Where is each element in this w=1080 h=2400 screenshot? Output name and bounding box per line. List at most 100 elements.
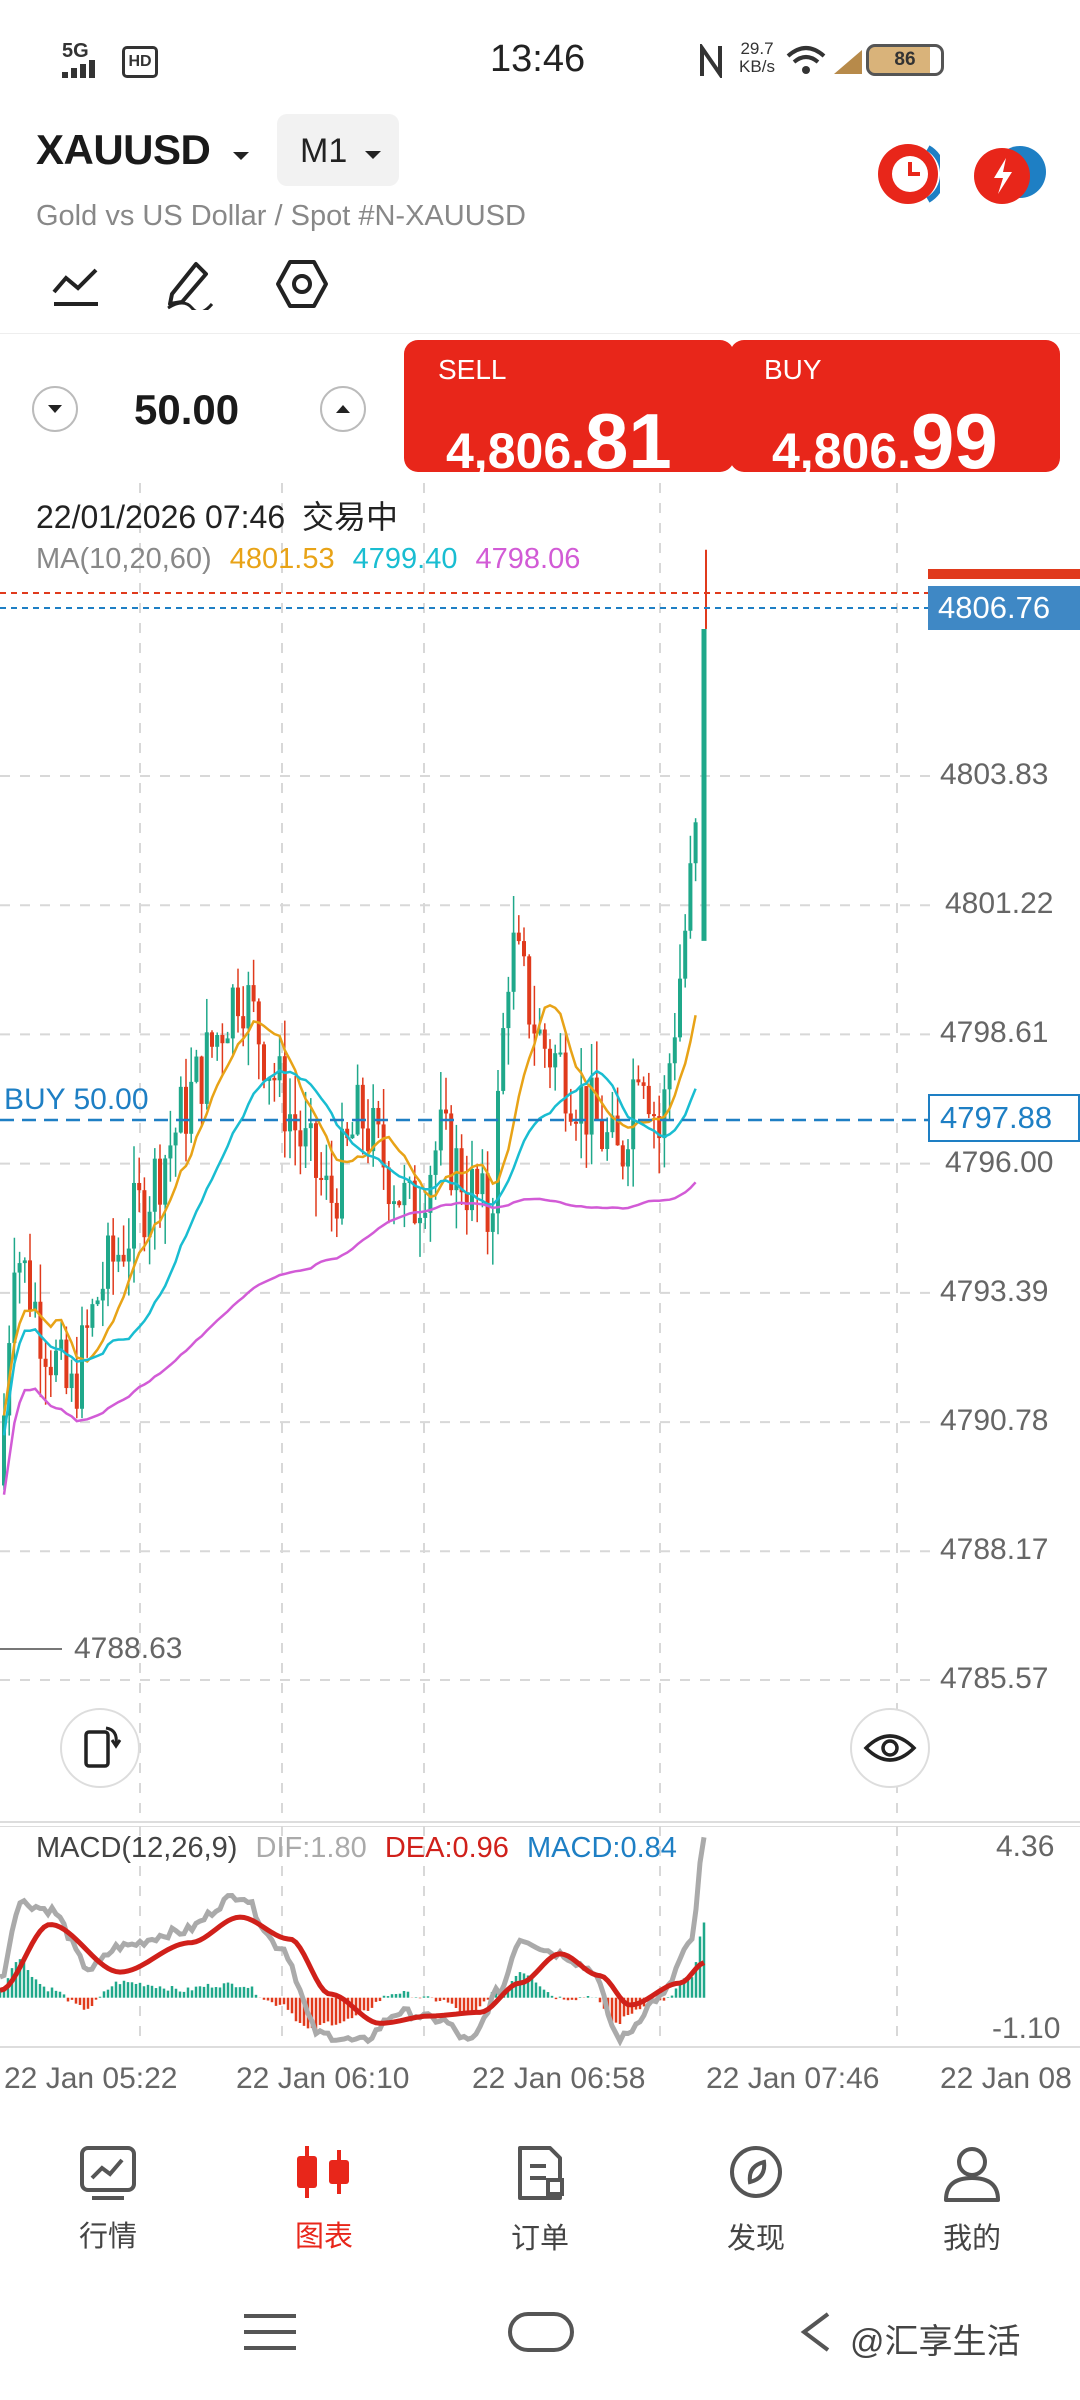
nav-discover[interactable]: 发现	[676, 2144, 836, 2257]
back-icon[interactable]	[796, 2310, 840, 2354]
data-saver-icon	[834, 50, 862, 74]
buy-label: BUY	[764, 354, 822, 385]
one-click-timer-button[interactable]	[876, 142, 947, 211]
candle-body	[345, 1128, 350, 1139]
rotate-screen-button[interactable]	[60, 1708, 140, 1788]
candle-body	[506, 991, 511, 1029]
nfc-icon	[700, 44, 722, 78]
nav-chart[interactable]: 图表	[244, 2144, 404, 2255]
candle-body	[59, 1339, 64, 1351]
ma10-line	[2, 1004, 697, 1416]
lot-size-value[interactable]: 50.00	[134, 386, 240, 433]
candle-body	[121, 1254, 126, 1262]
candle-body	[220, 1035, 225, 1044]
candle-body	[418, 1217, 422, 1224]
one-click-trade-button[interactable]	[972, 144, 1052, 211]
candle-body	[241, 1016, 246, 1029]
candle-body	[626, 1149, 630, 1167]
sell-price: 4,806.81	[446, 397, 672, 485]
candle-body	[314, 1123, 318, 1178]
toggle-visibility-button[interactable]	[850, 1708, 930, 1788]
chart-settings-button[interactable]	[274, 256, 330, 317]
candle-body	[522, 941, 526, 957]
sell-button[interactable]: SELL 4,806.81	[404, 340, 734, 485]
symbol-description: Gold vs US Dollar / Spot #N-XAUUSD	[36, 200, 526, 232]
candle-body	[189, 1081, 194, 1134]
indicators-icon	[52, 268, 98, 306]
ma-legend: MA(10,20,60) 4801.53 4799.40 4798.06	[36, 543, 581, 575]
menu-icon[interactable]	[240, 2312, 300, 2352]
candle-body	[464, 1192, 469, 1211]
candle-body	[319, 1177, 324, 1181]
candle-body	[657, 1116, 662, 1139]
triangle-down-icon	[48, 405, 62, 413]
candle-body	[298, 1130, 303, 1147]
candle-body	[204, 1032, 209, 1104]
candle-body	[490, 1213, 495, 1232]
candle-body	[163, 1158, 168, 1205]
position-label[interactable]: BUY 50.00	[4, 1083, 149, 1116]
rotate-icon	[84, 1726, 122, 1768]
buy-button[interactable]: BUY 4,806.99	[730, 340, 1060, 485]
settings-icon	[276, 260, 328, 308]
candle-body	[54, 1350, 58, 1376]
candle-body	[215, 1035, 220, 1047]
candle-body	[386, 1167, 391, 1205]
indicators-button[interactable]	[50, 258, 102, 315]
lot-decrease-button[interactable]	[32, 386, 78, 432]
candle-body	[85, 1325, 90, 1328]
nav-profile[interactable]: 我的	[892, 2144, 1052, 2257]
candle-body	[111, 1235, 116, 1262]
candle-body	[33, 1301, 38, 1311]
candle-body	[688, 863, 693, 931]
candle-body	[454, 1148, 459, 1191]
home-icon[interactable]	[506, 2310, 576, 2354]
candle-body	[480, 1173, 485, 1195]
nav-label: 我的	[942, 2223, 1001, 2255]
clock: 13:46	[490, 38, 586, 80]
candle-body	[693, 822, 698, 864]
candle-body	[568, 1113, 573, 1122]
candle-body	[470, 1168, 474, 1211]
candle-body	[90, 1304, 95, 1328]
candle-body	[360, 1084, 365, 1129]
candle-body	[80, 1325, 84, 1409]
candle-body	[230, 987, 235, 1039]
candle-body	[178, 1086, 183, 1133]
y-tick: 4803.83	[940, 758, 1049, 791]
x-tick: 22 Jan 06:58	[472, 2062, 646, 2095]
candle-body	[412, 1180, 417, 1224]
macd-chart[interactable]	[0, 1826, 1080, 2048]
y-tick: 4798.61	[940, 1016, 1049, 1050]
y-tick: 4801.22	[945, 887, 1054, 921]
nav-label: 行情	[78, 2221, 137, 2253]
nav-quotes[interactable]: 行情	[28, 2144, 188, 2255]
candle-body	[563, 1052, 568, 1114]
candle-body	[168, 1145, 173, 1159]
price-chart[interactable]	[0, 483, 1080, 1823]
candle-body	[532, 1024, 537, 1034]
nav-orders[interactable]: 订单	[460, 2144, 620, 2257]
candle-body	[496, 1090, 500, 1214]
candle-body	[100, 1288, 105, 1301]
candle-body	[376, 1107, 381, 1125]
flash-trade-icon	[974, 146, 1046, 204]
timeframe-selector[interactable]	[277, 114, 399, 186]
candle-body	[537, 1029, 542, 1034]
candle-body	[43, 1358, 48, 1367]
candle-body	[236, 987, 240, 1017]
symbol-selector[interactable]: XAUUSD	[36, 126, 252, 174]
lot-increase-button[interactable]	[320, 386, 366, 432]
candle-body	[615, 1115, 620, 1146]
draw-tools-button[interactable]	[162, 256, 214, 315]
candle-body	[246, 985, 251, 1029]
candle-body	[210, 1032, 214, 1047]
eye-icon	[863, 1734, 917, 1762]
profile-icon	[944, 2147, 1000, 2202]
dea-value: DEA:0.96	[384, 1832, 509, 1864]
x-tick: 22 Jan 08	[940, 2062, 1072, 2095]
candle-body	[610, 1115, 615, 1133]
candle-body	[95, 1300, 100, 1305]
y-tick: 4796.00	[945, 1145, 1054, 1179]
symbol-name: XAUUSD	[36, 126, 211, 173]
